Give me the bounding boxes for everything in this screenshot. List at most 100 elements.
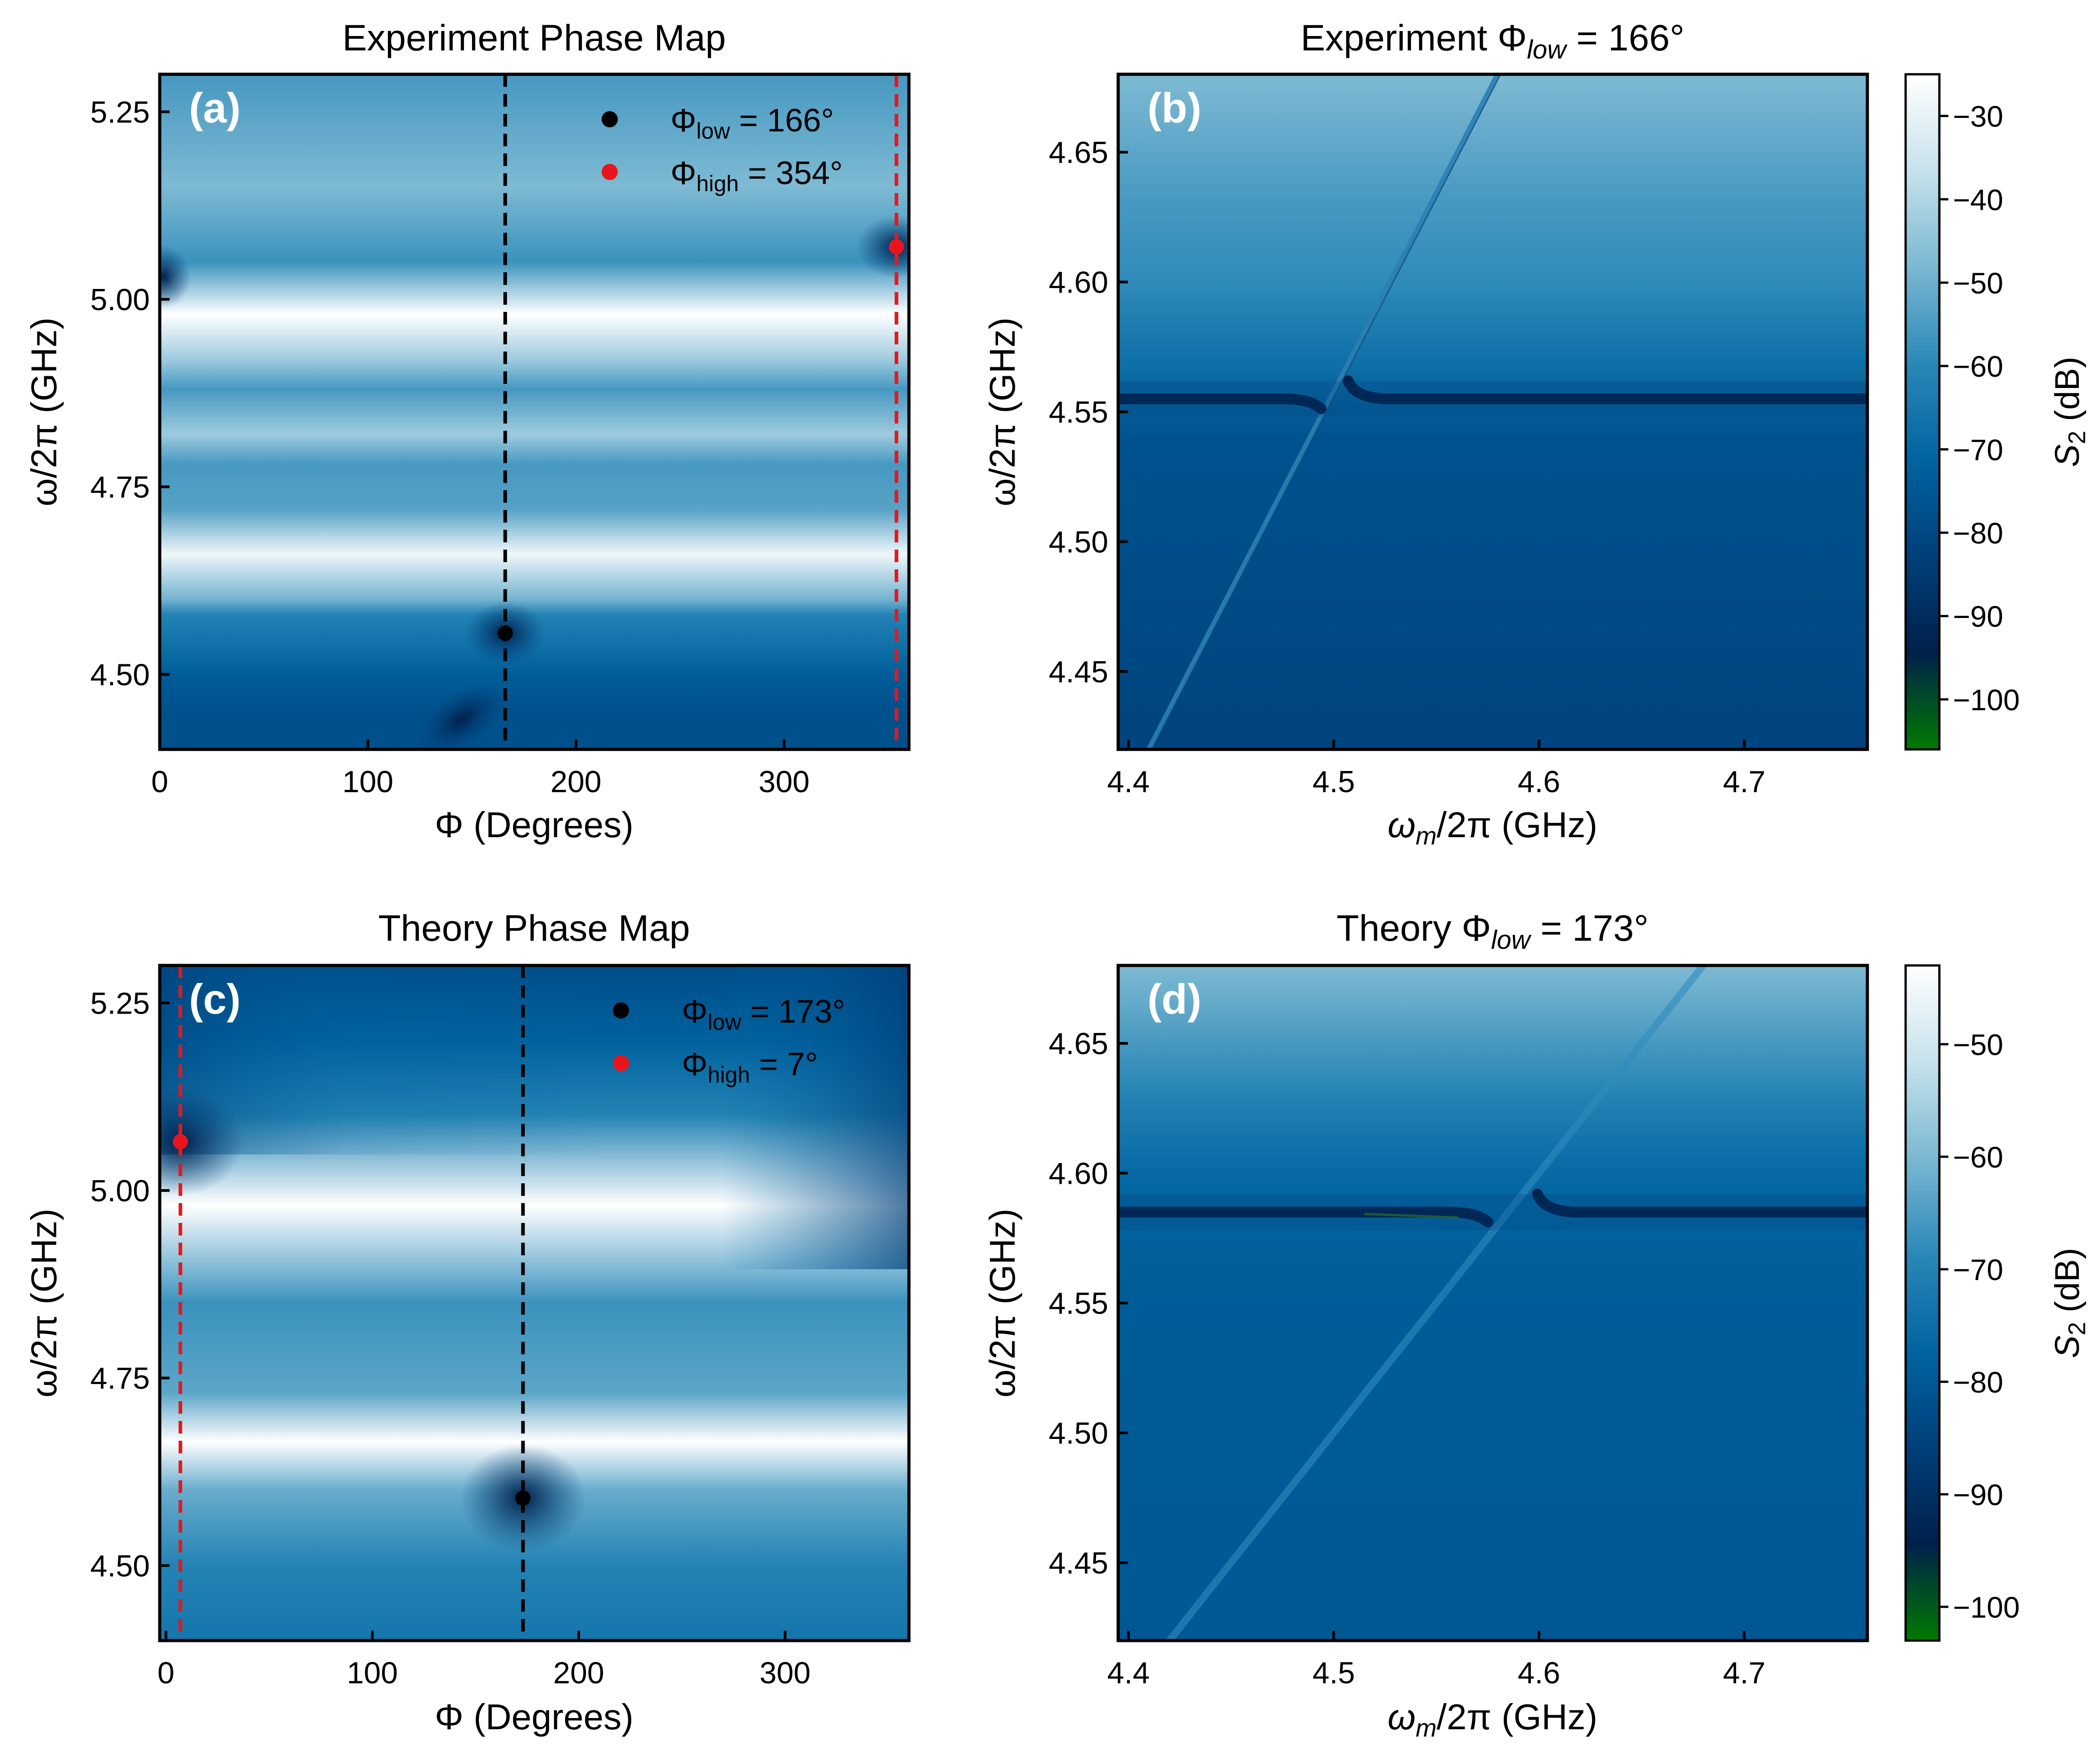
- mode-line-left: [1118, 1207, 1493, 1228]
- mode-line-right: [1343, 375, 1867, 405]
- x-tick-label: 0: [151, 765, 168, 799]
- x-tick-label: 100: [347, 1656, 398, 1690]
- mode-line-right: [1532, 1189, 1867, 1218]
- colorbar-tick-label: −50: [1953, 1028, 2003, 1061]
- panel-d-theory-low-sweep: 4.4 4.5 4.6 4.7 4.45 4.50 4.55 4.60 4.65 Theory …: [982, 908, 2091, 1742]
- legend-label-low: Φlow = 166°: [670, 103, 834, 144]
- y-tick-label: 4.65: [1049, 1027, 1108, 1061]
- colorbar-tick-label: −80: [1953, 1366, 2003, 1399]
- x-tick-label: 4.6: [1518, 1656, 1560, 1690]
- panel-title: Experiment Phase Map: [342, 18, 726, 59]
- colorbar-tick-label: −40: [1953, 183, 2003, 216]
- colorbar-label: S2 (dB): [2048, 356, 2091, 467]
- colorbar-tick-label: −30: [1953, 100, 2003, 133]
- plot-frame: [158, 72, 911, 751]
- mode-line-left: [1118, 393, 1327, 415]
- legend-marker-high: [613, 1055, 629, 1071]
- y-tick-label: 4.55: [1049, 1286, 1108, 1321]
- legend: Φlow = 166° Φhigh = 354°: [602, 103, 843, 196]
- panel-title: Theory Phase Map: [378, 908, 690, 949]
- panel-label: (c): [189, 975, 241, 1023]
- y-axis-label: ω/2π (GHz): [982, 1208, 1022, 1398]
- colorbar-tick-label: −60: [1953, 350, 2003, 383]
- y-tick-label: 4.60: [1049, 266, 1108, 300]
- y-tick-label: 4.45: [1049, 655, 1108, 689]
- y-tick-label: 4.75: [90, 1362, 150, 1396]
- x-axis-label: ωm/2π (GHz): [1388, 805, 1597, 850]
- x-tick-label: 300: [760, 1656, 810, 1690]
- legend-marker-low: [602, 111, 618, 127]
- x-tick-label: 200: [553, 1656, 604, 1690]
- y-tick-label: 4.50: [90, 1549, 150, 1583]
- panel-title: Theory Φlow = 173°: [1336, 908, 1649, 955]
- x-tick-label: 4.5: [1313, 1656, 1355, 1690]
- x-tick-label: 200: [550, 765, 601, 799]
- x-tick-label: 4.4: [1107, 765, 1150, 799]
- y-axis-label: ω/2π (GHz): [24, 1208, 64, 1398]
- mode-line-highlight: [1364, 1213, 1459, 1219]
- y-tick-label: 4.45: [1049, 1546, 1108, 1580]
- y-tick-label: 5.25: [90, 95, 150, 129]
- plot-frame: [1116, 72, 1869, 751]
- y-tick-label: 4.50: [1049, 525, 1108, 559]
- legend: Φlow = 173° Φhigh = 7°: [613, 994, 845, 1087]
- colorbar-tick-label: −90: [1953, 1478, 2003, 1511]
- colorbar: −30 −40 −50 −60 −70 −80 −90 −100 S2 (dB): [1904, 73, 2091, 751]
- legend-label-low: Φlow = 173°: [682, 994, 845, 1035]
- y-tick-label: 4.55: [1049, 395, 1108, 429]
- y-tick-label: 4.75: [90, 470, 150, 505]
- panel-c-theory-phase-map: 0 100 200 300 4.50 4.75 5.00 5.25 Theory Phase …: [24, 908, 911, 1737]
- colorbar-gradient: [1904, 964, 1941, 1642]
- x-tick-label: 4.7: [1723, 765, 1766, 799]
- heatmap-background: [1118, 965, 1867, 1641]
- resonance-minimum: [160, 245, 191, 308]
- colorbar-tick-label: −80: [1953, 517, 2003, 550]
- x-tick-label: 100: [342, 765, 393, 799]
- legend-marker-high: [602, 164, 618, 180]
- heatmap-features: [1118, 965, 1867, 1641]
- mode-halo: [1118, 381, 1867, 417]
- y-axis-label: ω/2π (GHz): [982, 317, 1022, 506]
- colorbar-tick-label: −70: [1953, 1253, 2003, 1286]
- x-tick-label: 0: [157, 1656, 175, 1690]
- colorbar-tick-label: −60: [1953, 1141, 2003, 1174]
- y-tick-label: 5.25: [90, 986, 150, 1020]
- magnon-line-edge: [1151, 74, 1502, 749]
- x-tick-label: 4.4: [1107, 1656, 1150, 1690]
- heatmap-background: [1118, 74, 1867, 749]
- colorbar-tick-label: −70: [1953, 433, 2003, 466]
- heatmap-features: [1118, 74, 1867, 749]
- resonance-minimum: [418, 683, 505, 749]
- legend-marker-low: [613, 1002, 629, 1019]
- y-tick-label: 5.00: [90, 283, 150, 317]
- x-tick-label: 4.7: [1723, 1656, 1766, 1690]
- colorbar-label: S2 (dB): [2048, 1248, 2091, 1358]
- panel-a-experiment-phase-map: 0 100 200 300 4.50 4.75 5.00 5.25 Experiment Ph…: [24, 18, 911, 845]
- panel-label: (a): [189, 84, 241, 131]
- plot-frame: [1116, 964, 1869, 1642]
- phi-low-marker: [497, 625, 513, 641]
- colorbar-tick-label: −90: [1953, 600, 2003, 633]
- colorbar-tick-label: −100: [1953, 1591, 2020, 1624]
- colorbar-tick-label: −100: [1953, 683, 2020, 717]
- colorbar: −50 −60 −70 −80 −90 −100 S2 (dB): [1904, 964, 2091, 1642]
- panel-b-experiment-low-sweep: 4.4 4.5 4.6 4.7 4.45 4.50 4.55 4.60 4.65 Experim…: [982, 18, 2091, 850]
- edge-shading: [160, 965, 909, 1154]
- x-tick-label: 300: [759, 765, 809, 799]
- y-tick-label: 4.50: [90, 658, 150, 692]
- legend-label-high: Φhigh = 7°: [682, 1046, 818, 1087]
- heatmap-features: [160, 74, 909, 749]
- panel-label: (b): [1147, 84, 1201, 131]
- phi-high-marker: [889, 239, 904, 255]
- colorbar-gradient: [1904, 73, 1941, 751]
- legend-label-high: Φhigh = 354°: [670, 155, 843, 196]
- y-tick-label: 4.65: [1049, 135, 1108, 170]
- phi-low-marker: [515, 1490, 531, 1506]
- y-tick-label: 4.50: [1049, 1416, 1108, 1450]
- y-tick-label: 4.60: [1049, 1157, 1108, 1191]
- y-tick-label: 5.00: [90, 1174, 150, 1208]
- panel-title: Experiment Φlow = 166°: [1300, 18, 1684, 64]
- x-axis-label: ωm/2π (GHz): [1388, 1697, 1597, 1742]
- x-tick-label: 4.6: [1518, 765, 1560, 799]
